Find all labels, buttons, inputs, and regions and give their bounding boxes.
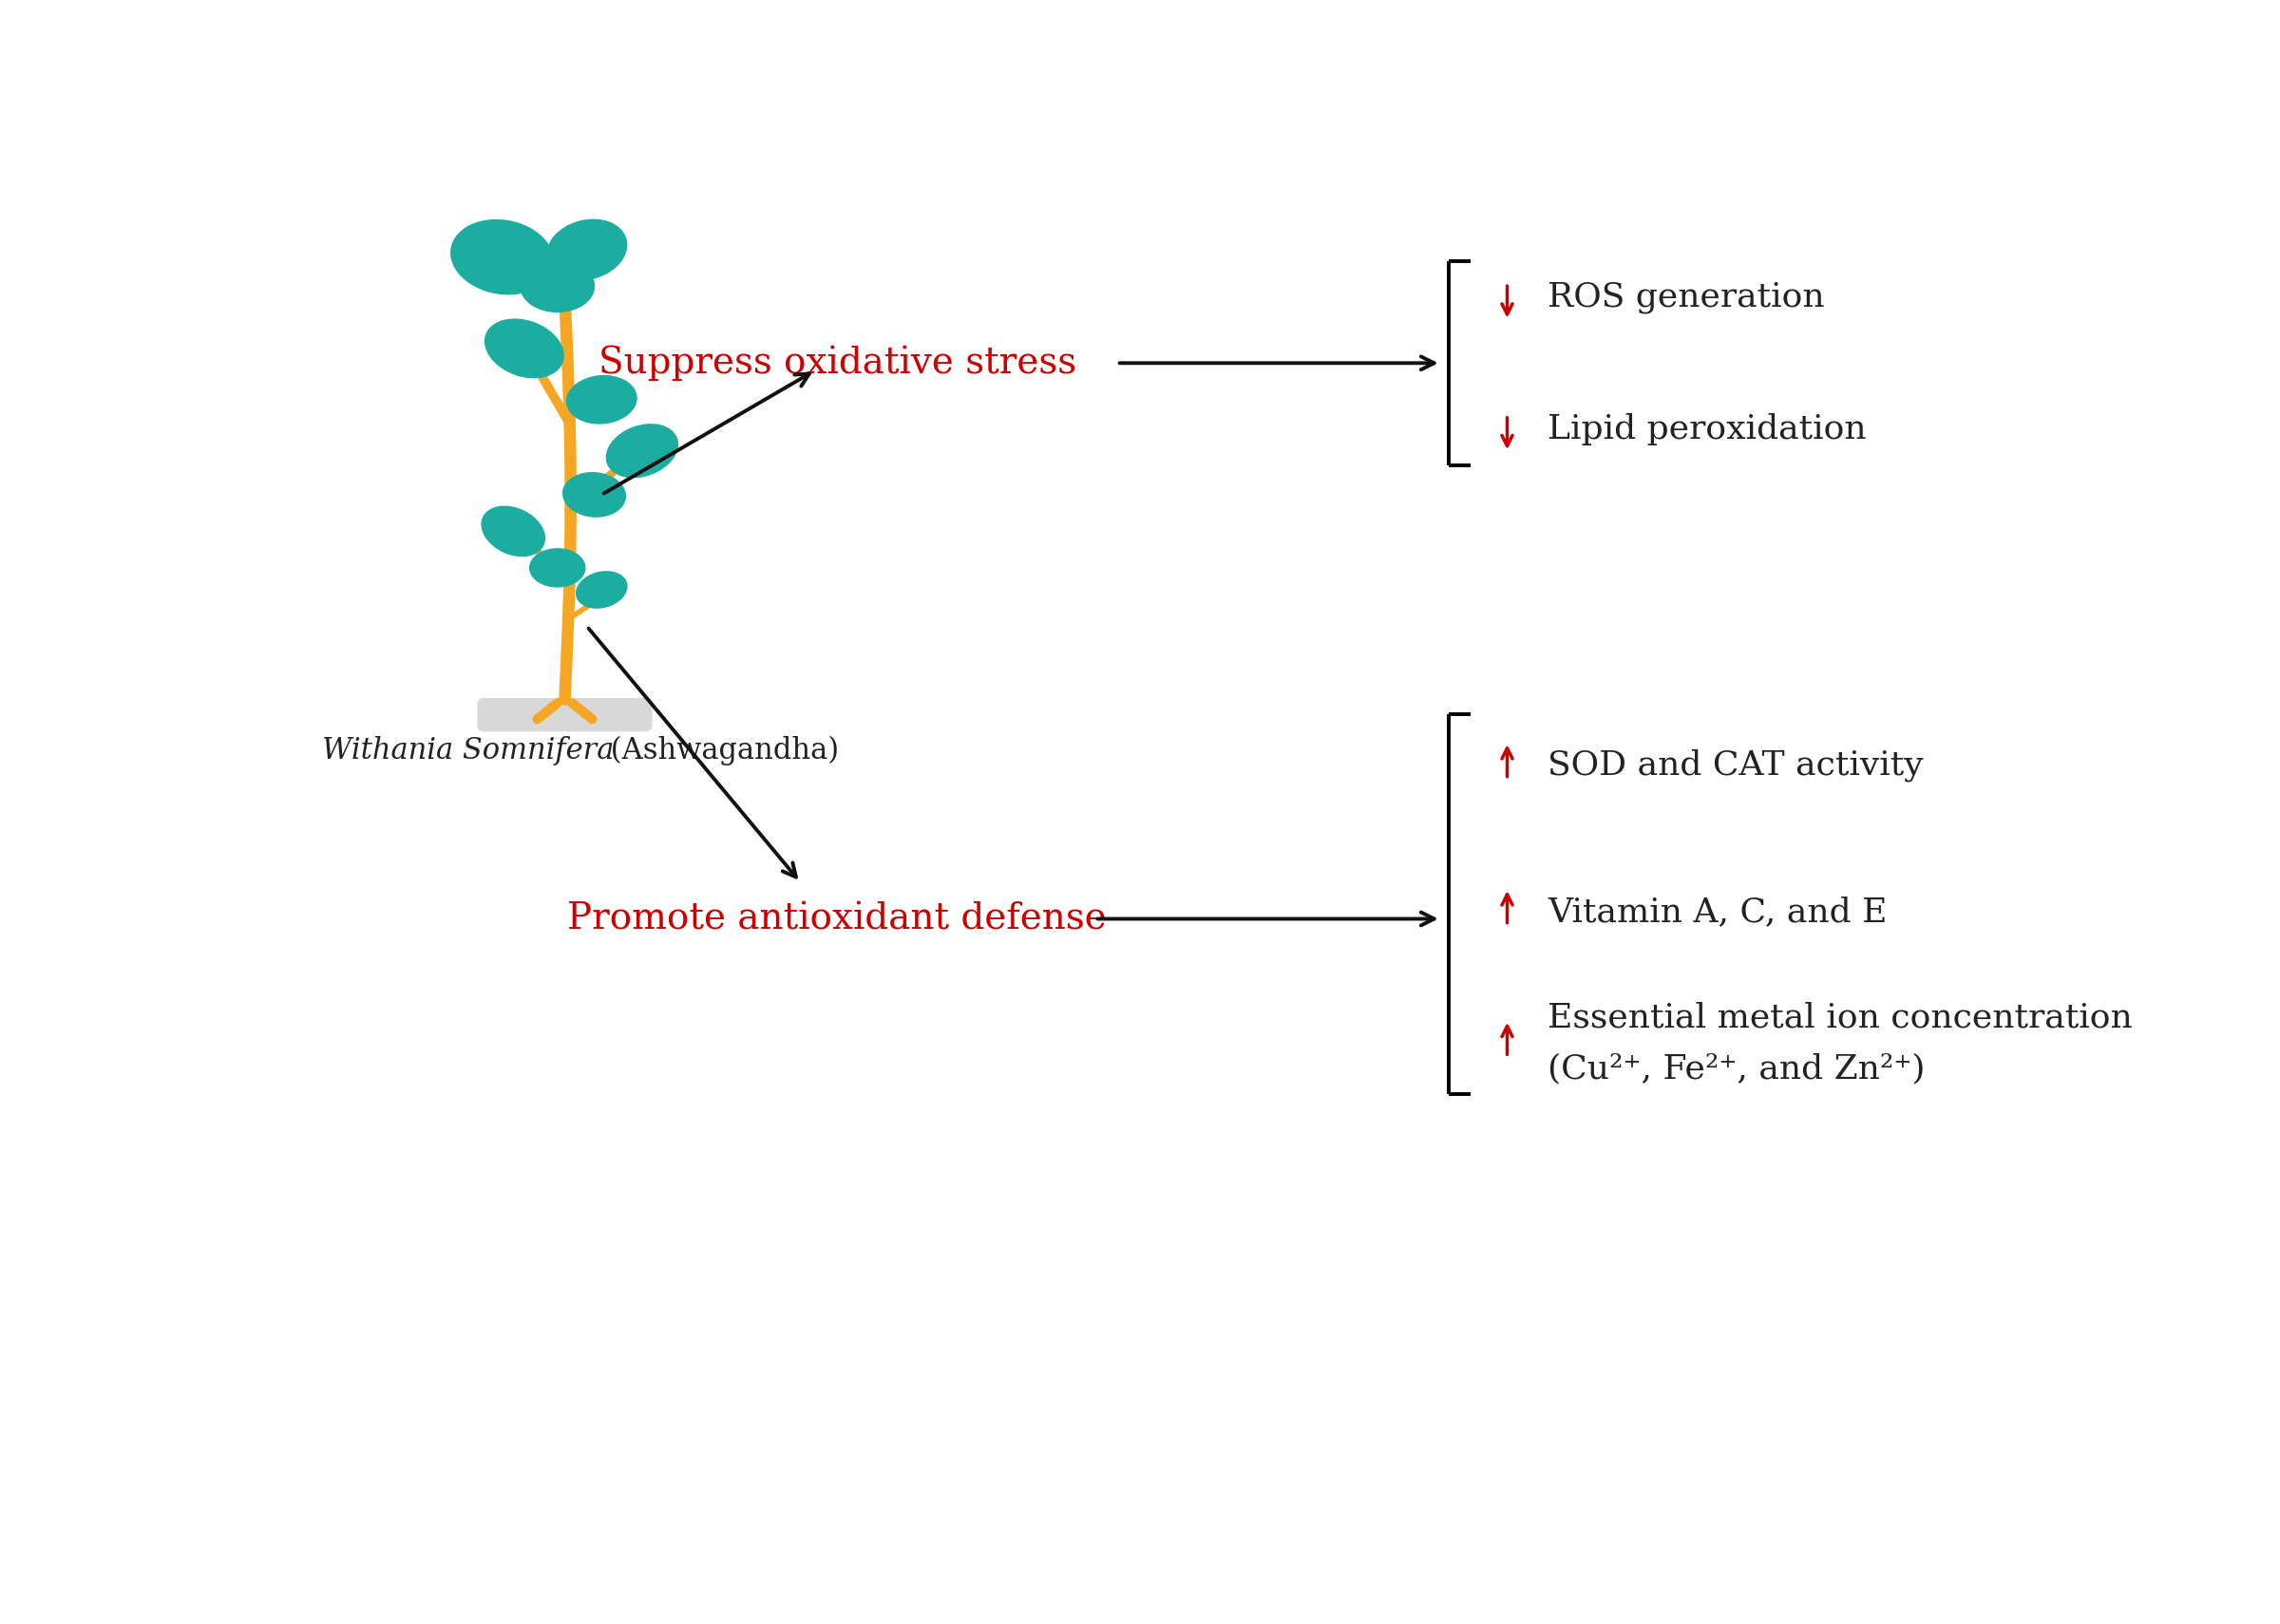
Ellipse shape <box>563 473 625 516</box>
FancyBboxPatch shape <box>479 698 652 731</box>
Text: ROS generation: ROS generation <box>1548 281 1824 313</box>
Ellipse shape <box>520 261 595 312</box>
Ellipse shape <box>486 320 563 378</box>
Ellipse shape <box>451 219 554 294</box>
Text: Essential metal ion concentration: Essential metal ion concentration <box>1548 1002 2132 1034</box>
Text: Promote antioxidant defense: Promote antioxidant defense <box>568 901 1106 937</box>
Ellipse shape <box>481 507 545 555</box>
Ellipse shape <box>606 424 677 477</box>
Text: (Ashwagandha): (Ashwagandha) <box>602 736 839 765</box>
Ellipse shape <box>568 375 636 424</box>
Text: SOD and CAT activity: SOD and CAT activity <box>1548 749 1924 781</box>
Ellipse shape <box>547 219 627 279</box>
Text: Withania Somnifera: Withania Somnifera <box>321 736 613 765</box>
Ellipse shape <box>577 572 627 607</box>
Text: Suppress oxidative stress: Suppress oxidative stress <box>597 346 1076 382</box>
Ellipse shape <box>529 549 586 586</box>
Text: Vitamin A, C, and E: Vitamin A, C, and E <box>1548 895 1888 927</box>
Text: (Cu²⁺, Fe²⁺, and Zn²⁺): (Cu²⁺, Fe²⁺, and Zn²⁺) <box>1548 1052 1924 1085</box>
Text: Lipid peroxidation: Lipid peroxidation <box>1548 412 1867 445</box>
